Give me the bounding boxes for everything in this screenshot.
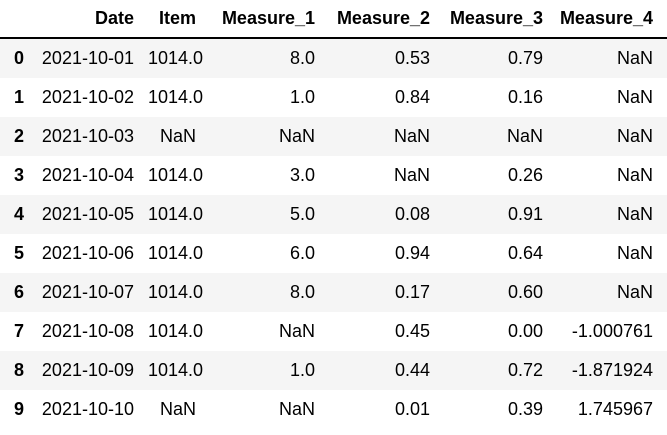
row-index: 3 [14,165,25,185]
cell: 1014.0 [148,282,204,302]
cell: NaN [159,126,196,146]
header-row: Date Item Measure_1 Measure_2 Measure_3 Measu… [0,0,667,39]
cell: 0.60 [507,282,543,302]
column-header: Date [34,0,148,39]
column-header: Measure_2 [329,0,444,39]
cell: 0.16 [507,87,543,107]
cell: 0.91 [507,204,543,224]
row-index: 5 [14,243,25,263]
cell: 0.72 [507,360,543,380]
index-column-header [0,0,34,39]
table-row: 9 2021-10-10 NaN NaN 0.01 0.39 1.745967 [0,390,667,429]
cell: 1014.0 [148,360,204,380]
row-index: 1 [14,87,25,107]
cell: 0.45 [394,321,430,341]
table-body: 0 2021-10-01 1014.0 8.0 0.53 0.79 NaN 1 2021-10-… [0,38,667,429]
cell: NaN [506,126,543,146]
cell: 1014.0 [148,243,204,263]
cell: 0.84 [394,87,430,107]
table-header: Date Item Measure_1 Measure_2 Measure_3 Measu… [0,0,667,39]
cell: NaN [616,204,653,224]
cell: NaN [278,126,315,146]
column-header: Measure_3 [444,0,557,39]
row-index: 7 [14,321,25,341]
cell: 1.745967 [577,399,653,419]
cell: 2021-10-03 [41,126,134,146]
cell: 2021-10-04 [41,165,134,185]
row-index: 0 [14,48,25,68]
cell: 2021-10-08 [41,321,134,341]
cell: 6.0 [289,243,315,263]
cell: 1.0 [289,360,315,380]
cell: -1.000761 [571,321,653,341]
cell: 8.0 [289,282,315,302]
cell: NaN [278,399,315,419]
cell: 0.08 [394,204,430,224]
column-header: Measure_1 [210,0,329,39]
table-row: 4 2021-10-05 1014.0 5.0 0.08 0.91 NaN [0,195,667,234]
cell: 0.44 [394,360,430,380]
row-index: 9 [14,399,25,419]
cell: 1014.0 [148,165,204,185]
cell: NaN [616,126,653,146]
cell: NaN [616,87,653,107]
cell: 2021-10-02 [41,87,134,107]
table-row: 1 2021-10-02 1014.0 1.0 0.84 0.16 NaN [0,78,667,117]
cell: 0.94 [394,243,430,263]
cell: 5.0 [289,204,315,224]
row-index: 8 [14,360,25,380]
cell: 2021-10-01 [41,48,134,68]
cell: NaN [616,282,653,302]
cell: 2021-10-06 [41,243,134,263]
cell: 1014.0 [148,321,204,341]
cell: 1014.0 [148,48,204,68]
cell: NaN [616,48,653,68]
cell: NaN [159,399,196,419]
table-row: 6 2021-10-07 1014.0 8.0 0.17 0.60 NaN [0,273,667,312]
cell: 2021-10-10 [41,399,134,419]
cell: 3.0 [289,165,315,185]
cell: 2021-10-05 [41,204,134,224]
cell: NaN [616,243,653,263]
table-row: 7 2021-10-08 1014.0 NaN 0.45 0.00 -1.000761 [0,312,667,351]
cell: 1014.0 [148,87,204,107]
row-index: 2 [14,126,25,146]
table-row: 8 2021-10-09 1014.0 1.0 0.44 0.72 -1.871924 [0,351,667,390]
cell: 8.0 [289,48,315,68]
cell: NaN [278,321,315,341]
cell: 0.64 [507,243,543,263]
cell: 1.0 [289,87,315,107]
cell: 0.17 [394,282,430,302]
table-row: 5 2021-10-06 1014.0 6.0 0.94 0.64 NaN [0,234,667,273]
cell: 0.26 [507,165,543,185]
cell: 2021-10-07 [41,282,134,302]
cell: NaN [393,126,430,146]
table-row: 2 2021-10-03 NaN NaN NaN NaN NaN [0,117,667,156]
table-row: 3 2021-10-04 1014.0 3.0 NaN 0.26 NaN [0,156,667,195]
cell: 1014.0 [148,204,204,224]
cell: NaN [616,165,653,185]
cell: 0.79 [507,48,543,68]
cell: 2021-10-09 [41,360,134,380]
cell: 0.01 [394,399,430,419]
table-row: 0 2021-10-01 1014.0 8.0 0.53 0.79 NaN [0,38,667,78]
cell: 0.39 [507,399,543,419]
cell: 0.00 [507,321,543,341]
cell: NaN [393,165,430,185]
column-header: Item [148,0,210,39]
row-index: 4 [14,204,25,224]
cell: 0.53 [394,48,430,68]
row-index: 6 [14,282,25,302]
column-header: Measure_4 [557,0,667,39]
cell: -1.871924 [571,360,653,380]
